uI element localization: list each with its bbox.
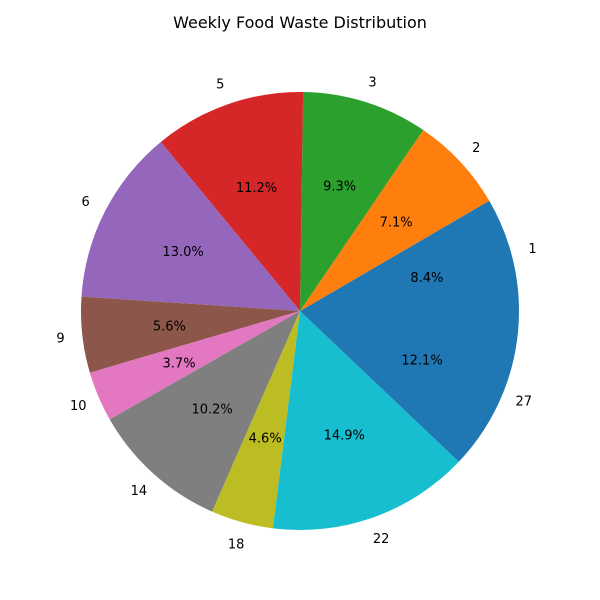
percent-label-5: 11.2% — [236, 181, 277, 196]
category-label-1: 1 — [528, 242, 536, 257]
pie-slice-9 — [80, 296, 300, 373]
pie-slice-2 — [300, 129, 490, 311]
percent-label-9: 5.6% — [153, 319, 186, 334]
pie-slice-27 — [300, 311, 519, 462]
chart-title: Weekly Food Waste Distribution — [173, 13, 427, 32]
pie-slices — [80, 92, 519, 530]
percent-label-10: 3.7% — [163, 356, 196, 371]
category-label-18: 18 — [228, 537, 245, 552]
category-label-2: 2 — [472, 141, 480, 156]
category-label-10: 10 — [70, 399, 87, 414]
pie-slice-1 — [300, 200, 519, 311]
category-label-6: 6 — [82, 195, 90, 210]
percent-label-18: 4.6% — [249, 432, 282, 447]
pie-slice-18 — [212, 311, 300, 529]
pie-slice-10 — [89, 311, 301, 420]
percent-label-3: 9.3% — [323, 180, 356, 195]
pie-slice-6 — [81, 141, 301, 311]
percent-label-6: 13.0% — [162, 245, 203, 260]
percent-label-2: 7.1% — [380, 215, 413, 230]
category-label-14: 14 — [131, 484, 148, 499]
pie-slice-22 — [272, 311, 459, 530]
pie-slice-5 — [160, 92, 304, 312]
percent-label-1: 8.4% — [410, 271, 443, 286]
category-label-3: 3 — [368, 75, 376, 90]
category-label-9: 9 — [56, 331, 64, 346]
pie-slice-14 — [109, 311, 300, 512]
category-label-22: 22 — [373, 532, 390, 547]
category-label-27: 27 — [515, 394, 532, 409]
category-label-5: 5 — [216, 78, 224, 93]
pie-slice-3 — [300, 92, 424, 311]
pie-labels: 8.4% 1 7.1% 2 9.3% 3 11.2% 5 13.0% 6 5.6% 9 3.7% 10 10… — [56, 75, 536, 552]
percent-label-22: 14.9% — [324, 429, 365, 444]
percent-label-14: 10.2% — [191, 403, 232, 418]
percent-label-27: 12.1% — [401, 354, 442, 369]
